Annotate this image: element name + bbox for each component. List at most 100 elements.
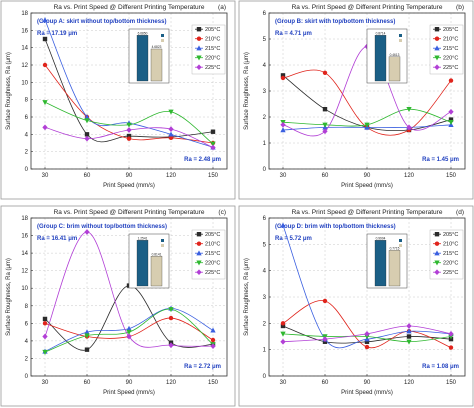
legend-marker [196,55,202,61]
y-tick-label: 10 [21,80,28,86]
legend-label: 220°C [205,56,220,62]
data-point [406,323,412,329]
inset-chart: 0.8714 0.4613 [366,28,408,84]
legend-label: 220°C [205,261,220,267]
data-point [84,132,90,137]
data-point [448,331,454,337]
inset-chart: 6.6850 4.6823 [128,28,170,84]
x-tick-label: 120 [404,380,415,386]
legend-label: 215°C [205,251,220,257]
inset-bar [136,35,149,82]
y-tick-label: 4 [25,132,29,138]
x-tick-label: 120 [404,173,415,179]
data-point [126,122,132,128]
legend-label: 205°C [205,232,220,238]
annotation-min: Ra = 1.08 μm [422,364,459,370]
x-tick-label: 30 [280,380,287,386]
legend-label: 215°C [205,46,220,52]
y-tick-label: 2 [263,115,267,121]
y-tick-label: 6 [25,321,29,327]
legend-marker [196,260,202,266]
legend-label: 220°C [443,261,458,267]
data-point [42,36,48,42]
data-point [42,17,48,23]
data-point [126,136,132,141]
y-tick-label: 6 [25,115,29,121]
data-point [280,127,286,133]
y-tick-label: 18 [21,216,28,222]
y-axis-label: Surface Roughness, Ra (μm) [244,52,250,130]
inset-legend-swatch [399,39,402,42]
y-tick-label: 0 [25,374,29,380]
annotation-max: Ra = 16.41 μm [37,236,77,242]
panel-letter: (a) [218,4,226,11]
data-point [280,222,286,228]
legend: 205°C 210°C 215°C 220°C 225°C [429,24,464,75]
data-point [406,339,412,345]
data-point [84,229,90,235]
legend: 205°C 210°C 215°C 220°C 225°C [191,24,226,75]
data-point [448,117,454,122]
chart-title: Ra vs. Print Speed @ Different Printing … [54,4,205,11]
annotation-max: Ra = 17.19 μm [37,31,77,37]
data-point [448,345,454,350]
y-tick-label: 14 [21,46,28,52]
panel-d: Ra vs. Print Speed @ Different Printing … [238,205,474,407]
data-point [84,333,90,339]
data-point [406,328,412,334]
y-tick-label: 4 [263,269,267,275]
inset-frame [128,233,170,289]
inset-frame [366,233,408,289]
data-point [126,333,132,340]
chart-title: Ra vs. Print Speed @ Different Printing … [54,209,205,216]
data-point [168,307,174,313]
legend-marker [434,55,440,61]
y-tick-label: 3 [263,89,267,95]
inset-legend-swatch [161,39,164,42]
legend-label: 220°C [443,56,458,62]
data-point [280,73,286,78]
x-tick-label: 150 [446,380,457,386]
y-tick-label: 18 [21,11,28,17]
x-tick-label: 90 [126,380,133,386]
data-point [168,131,174,137]
x-tick-label: 120 [166,173,177,179]
inset-value-label: 0.7715 [390,246,400,250]
legend-marker [434,36,440,41]
y-axis-label: Surface Roughness, Ra (μm) [6,258,12,336]
legend-marker [196,250,202,256]
y-tick-label: 8 [25,98,29,104]
x-tick-label: 90 [126,173,133,179]
inset-value-label: 6.6850 [138,31,148,35]
data-point [322,70,328,76]
y-axis-label: Surface Roughness, Ra (μm) [244,258,250,336]
legend: 205°C 210°C 215°C 220°C 225°C [191,229,226,280]
legend-label: 210°C [443,37,458,43]
data-point [84,329,90,335]
inset-value-label: 1.2541 [138,236,148,240]
legend-marker [434,64,440,71]
data-point [322,128,328,135]
inset-bar [150,256,163,287]
data-point [364,339,370,344]
data-point [168,135,174,140]
data-point [322,336,328,342]
legend-marker [434,250,440,256]
inset-value-label: 0.8714 [376,31,386,35]
chart-title: Ra vs. Print Speed @ Different Printing … [292,209,443,216]
x-tick-label: 150 [208,380,219,386]
data-point [406,124,412,131]
inset-legend-swatch [161,34,164,37]
data-point [364,344,370,350]
y-tick-label: 2 [263,321,267,327]
inset-value-label: 4.6823 [152,45,162,49]
inset-bar [374,240,387,287]
y-tick-label: 1 [263,141,267,147]
inset-value-label: 0.9904 [376,236,386,240]
data-point [280,321,286,326]
data-point [168,126,174,132]
x-axis-label: Print Speed (mm/s) [341,390,393,396]
group-label: (Group B: skirt with top/bottom thicknes… [275,19,395,25]
data-point [280,331,286,337]
legend-marker [434,45,440,51]
